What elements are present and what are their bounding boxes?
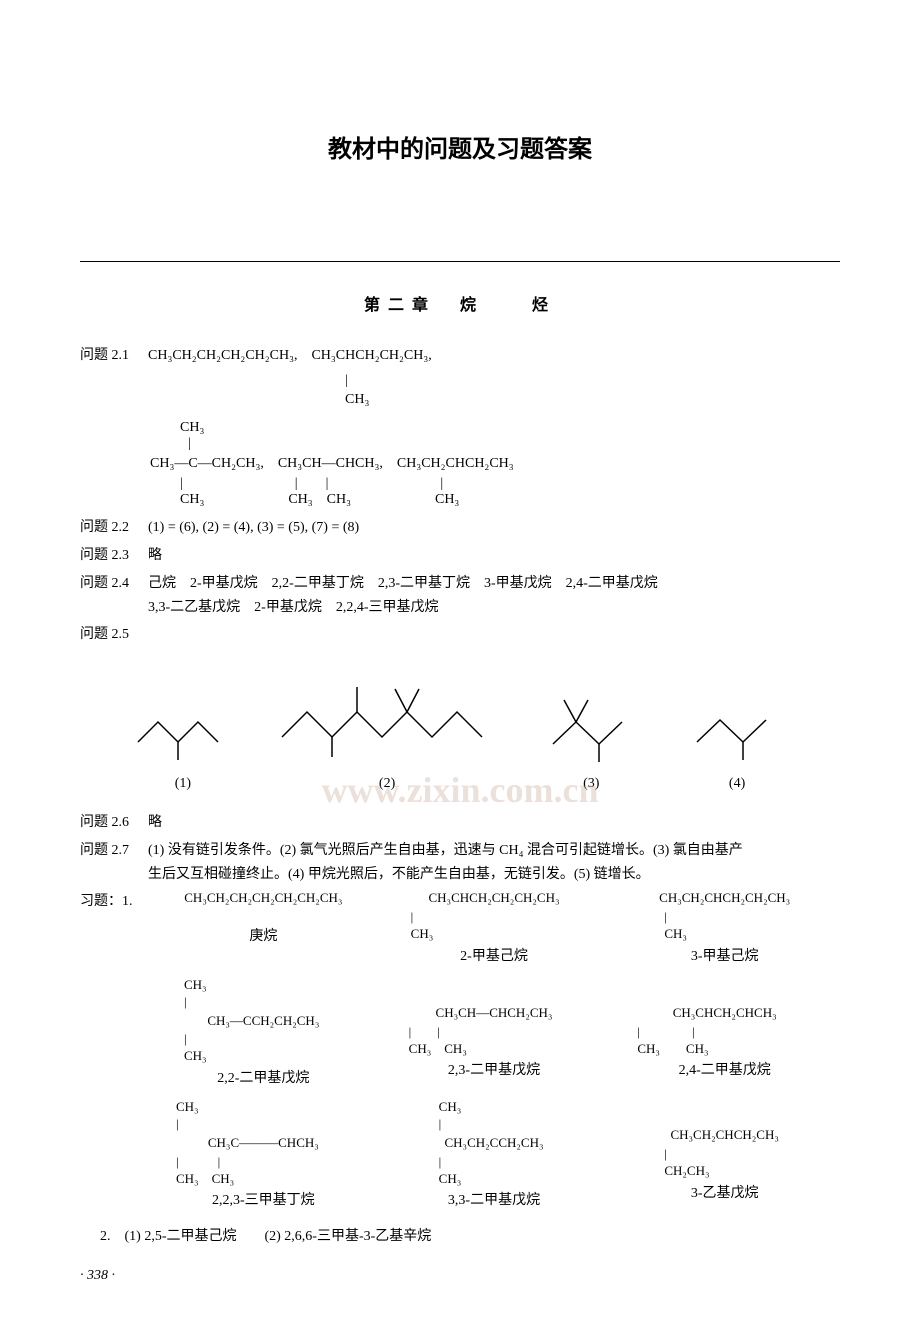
problem-content: 略 [148, 811, 840, 835]
page-title: 教材中的问题及习题答案 [80, 130, 840, 171]
problem-2-3: 问题 2.3 略 [80, 544, 840, 568]
top: CH₃ [439, 1099, 462, 1114]
problem-2-1: 问题 2.1 CH₃CH₂CH₂CH₂CH₂CH₃, CH₃CHCH₂CH₂CH… [80, 344, 840, 368]
compound-cell: CH₃CH—CHCH₂CH₃ | |CH₃ CH₃ 2,3-二甲基戊烷 [379, 977, 610, 1091]
skeletal-2: (2) [256, 667, 519, 796]
ch3-label: CH₃ [345, 388, 840, 412]
line1: (1) 没有链引发条件。(2) 氯气光照后产生自由基，迅速与 CH₄ 混合可引起… [148, 839, 840, 863]
struct-bot: CH₃ CH₃ CH₃ CH₃ [180, 492, 840, 508]
skeletal-structures: (1) (2) (3) (4) [110, 667, 810, 796]
exercise-item-2: 2. (1) 2,5-二甲基己烷 (2) 2,6,6-三甲基-3-乙基辛烷 [100, 1225, 840, 1249]
divider [80, 261, 840, 262]
exercises: 习题：1. CH₃CH₂CH₂CH₂CH₂CH₂CH₃ 庚烷 CH₃CHCH₂C… [80, 890, 840, 1221]
bot: CH₃ [439, 1171, 462, 1186]
compound-name: 2,2,3-三甲基丁烷 [148, 1189, 379, 1213]
line1: 己烷 2-甲基戊烷 2,2-二甲基丁烷 2,3-二甲基丁烷 3-甲基戊烷 2,4… [148, 572, 840, 596]
skeletal-label: (1) [110, 772, 256, 796]
problem-content: (1) 没有链引发条件。(2) 氯气光照后产生自由基，迅速与 CH₄ 混合可引起… [148, 839, 840, 887]
bot: CH₂CH₃ [664, 1163, 709, 1178]
problem-label: 问题 2.4 [80, 572, 148, 596]
formula: CH₃—CCH₂CH₂CH₃ [148, 1013, 379, 1030]
problem-content: 己烷 2-甲基戊烷 2,2-二甲基丁烷 2,3-二甲基丁烷 3-甲基戊烷 2,4… [148, 572, 840, 620]
page-number: · 338 · [80, 1264, 840, 1288]
structure-block: CH₃ | CH₃—C—CH₂CH₃, CH₃CH—CHCH₃, CH₃CH₂C… [150, 420, 840, 508]
problem-label: 问题 2.3 [80, 544, 148, 568]
item-num: 1. [122, 894, 133, 909]
skeletal-label: (4) [664, 772, 810, 796]
compound-cell: CH₃| CH₃CH₂CCH₂CH₃ |CH₃ 3,3-二甲基戊烷 [379, 1099, 610, 1213]
sub: CH₃ [411, 926, 434, 941]
compound-cell: CH₃CH₂CHCH₂CH₃ |CH₂CH₃ 3-乙基戊烷 [609, 1099, 840, 1213]
formula: CH₃CH₂CH₂CH₂CH₂CH₂CH₃ [148, 890, 379, 907]
problem-2-5: 问题 2.5 [80, 623, 840, 647]
problem-label: 问题 2.7 [80, 839, 148, 863]
top: CH₃ [184, 977, 207, 992]
compound-name: 庚烷 [148, 925, 379, 949]
compound-cell: CH₃CH₂CH₂CH₂CH₂CH₂CH₃ 庚烷 [148, 890, 379, 968]
problem-label: 问题 2.5 [80, 623, 148, 647]
compound-cell: CH₃| CH₃C———CHCH₃ | |CH₃ CH₃ 2,2,3-三甲基丁烷 [148, 1099, 379, 1213]
compound-cell: CH₃CHCH₂CH₂CH₂CH₃ |CH₃ 2-甲基己烷 [379, 890, 610, 968]
compound-name: 3-乙基戊烷 [609, 1182, 840, 1206]
compound-name: 2,4-二甲基戊烷 [609, 1059, 840, 1083]
problem-2-4: 问题 2.4 己烷 2-甲基戊烷 2,2-二甲基丁烷 2,3-二甲基丁烷 3-甲… [80, 572, 840, 620]
problem-content: (1) = (6), (2) = (4), (3) = (5), (7) = (… [148, 516, 840, 540]
problem-2-2: 问题 2.2 (1) = (6), (2) = (4), (3) = (5), … [80, 516, 840, 540]
compound-cell: CH₃CH₂CHCH₂CH₂CH₃ |CH₃ 3-甲基己烷 [609, 890, 840, 968]
top: CH₃ [176, 1099, 199, 1114]
chapter-heading: 第二章 烷 烃 [80, 292, 840, 319]
line2: 3,3-二乙基戊烷 2-甲基戊烷 2,2,4-三甲基戊烷 [148, 596, 840, 620]
problem-2-6: 问题 2.6 略 [80, 811, 840, 835]
exercise-label: 习题：1. [80, 890, 148, 914]
formula: CH₃CHCH₂CHCH₃ [609, 1005, 840, 1022]
compound-row-3: CH₃| CH₃C———CHCH₃ | |CH₃ CH₃ 2,2,3-三甲基丁烷… [148, 1099, 840, 1213]
line2: 生后又互相碰撞终止。(4) 甲烷光照后，不能产生自由基，无链引发。(5) 链增长… [148, 863, 840, 887]
compound-row-2: CH₃| CH₃—CCH₂CH₂CH₃ |CH₃ 2,2-二甲基戊烷 CH₃CH… [148, 977, 840, 1091]
compound-cell: CH₃CHCH₂CHCH₃ | |CH₃ CH₃ 2,4-二甲基戊烷 [609, 977, 840, 1091]
compound-cell: CH₃| CH₃—CCH₂CH₂CH₃ |CH₃ 2,2-二甲基戊烷 [148, 977, 379, 1091]
formula: CH₃CH₂CH₂CH₂CH₂CH₃, CH₃CHCH₂CH₂CH₃, [148, 344, 840, 368]
bot: CH₃ [184, 1048, 207, 1063]
formula-sub: | CH₃ [345, 373, 840, 412]
formula: CH₃CH—CHCH₂CH₃ [379, 1005, 610, 1022]
problem-2-7: 问题 2.7 (1) 没有链引发条件。(2) 氯气光照后产生自由基，迅速与 CH… [80, 839, 840, 887]
formula: CH₃CH₂CCH₂CH₃ [379, 1135, 610, 1152]
compound-name: 2,2-二甲基戊烷 [148, 1067, 379, 1091]
skeletal-4: (4) [664, 682, 810, 796]
formula: CH₃CH₂CHCH₂CH₂CH₃ [609, 890, 840, 907]
compound-name: 3,3-二甲基戊烷 [379, 1189, 610, 1213]
bot: CH₃ CH₃ [409, 1041, 467, 1056]
formula: CH₃CH₂CHCH₂CH₃ [609, 1127, 840, 1144]
problem-content: CH₃CH₂CH₂CH₂CH₂CH₃, CH₃CHCH₂CH₂CH₃, [148, 344, 840, 368]
problem-content: 略 [148, 544, 840, 568]
compound-row-1: CH₃CH₂CH₂CH₂CH₂CH₂CH₃ 庚烷 CH₃CHCH₂CH₂CH₂C… [148, 890, 840, 968]
compound-name: 2,3-二甲基戊烷 [379, 1059, 610, 1083]
formula: CH₃CHCH₂CH₂CH₂CH₃ [379, 890, 610, 907]
skeletal-3: (3) [518, 672, 664, 796]
struct-top: CH₃ [180, 420, 840, 436]
bot: CH₃ CH₃ [637, 1041, 708, 1056]
bot: CH₃ CH₃ [176, 1171, 234, 1186]
sub: CH₃ [664, 926, 687, 941]
skeletal-1: (1) [110, 682, 256, 796]
compound-name: 2-甲基己烷 [379, 945, 610, 969]
problem-label: 问题 2.1 [80, 344, 148, 368]
skeletal-label: (2) [256, 772, 519, 796]
formula: CH₃C———CHCH₃ [148, 1135, 379, 1152]
problem-label: 问题 2.2 [80, 516, 148, 540]
skeletal-label: (3) [518, 772, 664, 796]
problem-label: 问题 2.6 [80, 811, 148, 835]
exercise-content: CH₃CH₂CH₂CH₂CH₂CH₂CH₃ 庚烷 CH₃CHCH₂CH₂CH₂C… [148, 890, 840, 1221]
compound-name: 3-甲基己烷 [609, 945, 840, 969]
struct-main: CH₃—C—CH₂CH₃, CH₃CH—CHCH₃, CH₃CH₂CHCH₂CH… [150, 452, 840, 476]
label-text: 习题： [80, 894, 122, 909]
